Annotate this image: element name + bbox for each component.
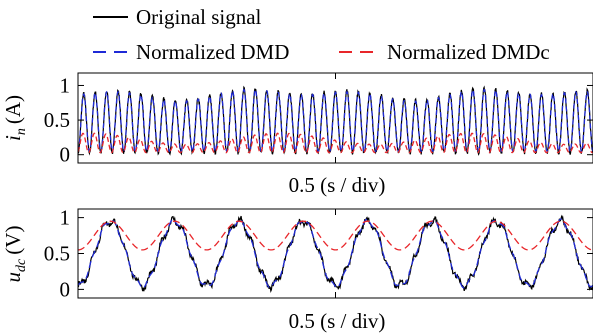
panel-voltage-ticks: 00.51 (44, 206, 593, 301)
panel-voltage-ytick-label: 0 (60, 277, 71, 301)
series-original-signal-line (77, 214, 593, 293)
panel-current-ytick-label: 0.5 (44, 108, 70, 132)
panel-voltage-ylabel-sub: dc (14, 258, 29, 272)
panel-voltage-traces (77, 214, 593, 293)
panel-voltage-ylabel-main: u (1, 272, 25, 283)
panel-current-ylabel-main: i (1, 135, 25, 141)
panel-voltage: 00.51 udc(V) 0.5 (s / div) (1, 206, 593, 333)
panel-current-ytick-label: 0 (60, 143, 71, 167)
series-normalized-dmdc-line (77, 132, 593, 154)
legend-label-dmdc: Normalized DMDc (387, 40, 550, 64)
panel-voltage-ylabel-unit: (V) (1, 226, 25, 255)
panel-current-ylabel-unit: (A) (1, 95, 25, 124)
panel-current-ylabel: in (A) (1, 95, 29, 141)
series-normalized-dmd-line (77, 218, 593, 289)
panel-voltage-ytick-label: 0.5 (44, 242, 70, 266)
panel-current-ylabel-sub: n (14, 128, 29, 135)
series-normalized-dmdc-line (77, 220, 593, 251)
panel-voltage-xlabel: 0.5 (s / div) (289, 309, 386, 333)
panel-current-ytick-label: 1 (60, 73, 71, 97)
panel-current-xlabel: 0.5 (s / div) (289, 173, 386, 197)
legend-label-original: Original signal (136, 5, 262, 29)
panel-voltage-ylabel: udc (V) (1, 226, 29, 283)
panel-current: 00.51 in(A) 0.5 (s / div) (1, 72, 593, 197)
panel-voltage-ytick-label: 1 (60, 206, 71, 230)
panel-current-ticks: 00.51 (44, 73, 593, 167)
series-normalized-dmd-line (77, 88, 593, 153)
legend-label-dmd: Normalized DMD (136, 40, 289, 64)
panel-current-traces (77, 85, 593, 156)
legend: Original signal Normalized DMD Normalize… (93, 5, 550, 64)
